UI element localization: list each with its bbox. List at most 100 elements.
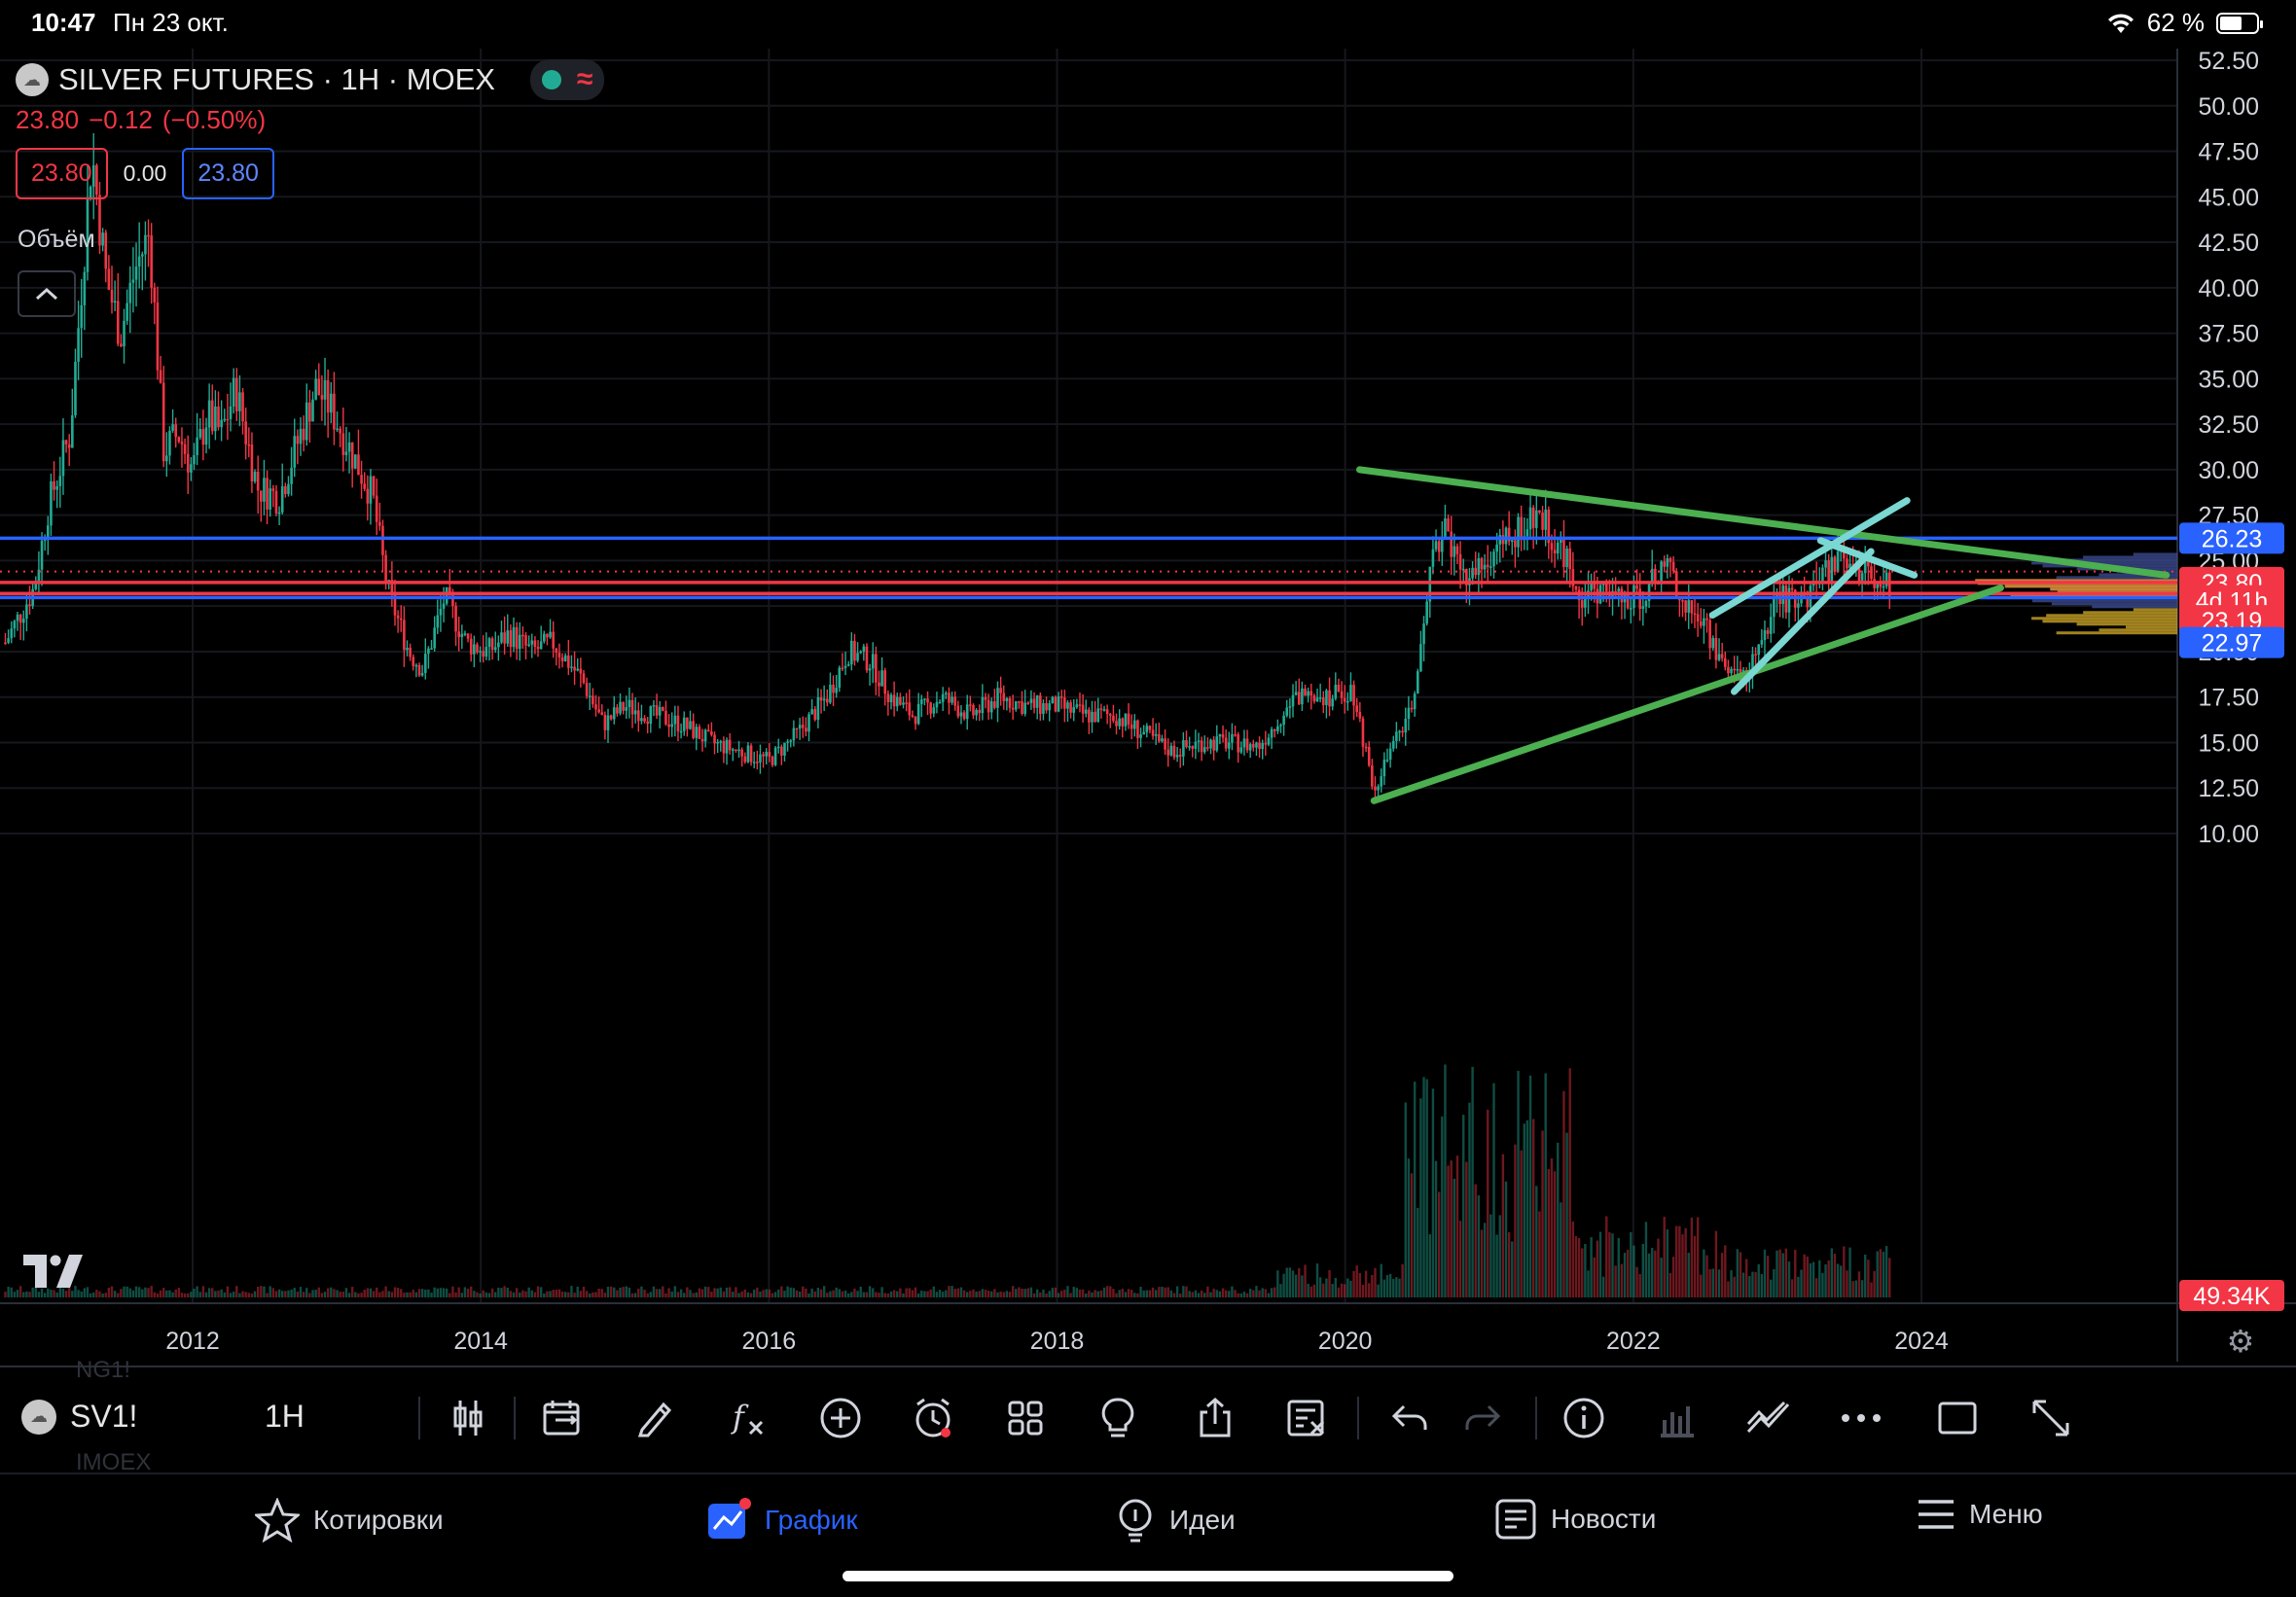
volume-bar: [972, 1289, 975, 1297]
price-change: −0.12: [89, 105, 153, 134]
volume-bar: [1407, 1158, 1411, 1297]
candle-body: [1361, 718, 1365, 747]
volume-bar: [274, 1291, 278, 1297]
more-icon[interactable]: [1836, 1393, 1886, 1443]
candle-body: [284, 485, 287, 494]
candle-body: [89, 186, 92, 198]
buy-button[interactable]: 23.80: [182, 148, 274, 199]
candle-body: [1480, 557, 1484, 570]
volume-bar: [187, 1293, 190, 1297]
volume-bar: [1172, 1293, 1176, 1297]
draw-icon[interactable]: [630, 1393, 681, 1443]
volume-bar: [1483, 1223, 1487, 1297]
candle-body: [1663, 561, 1667, 567]
volume-bar: [1148, 1290, 1152, 1297]
volume-profile-bar: [2125, 625, 2177, 629]
volume-bar: [260, 1286, 263, 1297]
candle-body: [1355, 705, 1359, 713]
candle-body: [959, 712, 963, 717]
candle-body: [996, 688, 999, 708]
home-indicator[interactable]: [843, 1571, 1453, 1581]
volume-bar: [886, 1293, 890, 1297]
sell-button[interactable]: 23.80: [16, 148, 108, 199]
candle-body: [406, 647, 409, 651]
volume-bar: [460, 1293, 464, 1297]
volume-bar: [1730, 1270, 1733, 1297]
volume-indicator-label[interactable]: Объём: [18, 226, 95, 253]
candle-body: [740, 749, 743, 757]
market-status-badges[interactable]: ≈: [530, 59, 605, 100]
volume-bar: [442, 1288, 446, 1297]
candle-body: [972, 704, 975, 716]
volume-bar: [366, 1288, 370, 1297]
volume-bar: [387, 1291, 390, 1297]
alert-icon[interactable]: [908, 1393, 958, 1443]
chart-settings-icon[interactable]: ⚙: [2226, 1324, 2255, 1359]
candle-body: [524, 635, 527, 646]
candle-body: [539, 641, 543, 650]
candle-body: [1604, 584, 1608, 592]
volume-bar: [381, 1291, 384, 1297]
candle-body: [846, 664, 850, 666]
candle-body: [1072, 707, 1076, 713]
nav-chart[interactable]: График: [706, 1498, 858, 1543]
symbol-title[interactable]: SILVER FUTURES · 1H · MOEX: [58, 62, 495, 96]
fullscreen-icon[interactable]: [1932, 1393, 1983, 1443]
time-axis-label: 2018: [1030, 1328, 1085, 1355]
candle-body: [123, 320, 126, 347]
volume-bar: [539, 1287, 543, 1297]
add-icon[interactable]: [815, 1393, 866, 1443]
candles-icon[interactable]: [443, 1393, 493, 1443]
volume-bar: [1760, 1273, 1764, 1297]
toolbar-symbol[interactable]: ☁ SV1!: [21, 1399, 137, 1435]
star-icon: [255, 1498, 300, 1543]
volume-bar: [1818, 1260, 1821, 1297]
volume-bar: [1501, 1153, 1505, 1297]
chart-area[interactable]: 52.50 50.00 47.50 45.00 42.50 40.00 37.50 35.00…: [0, 49, 2296, 1362]
candle-body: [813, 709, 817, 721]
nav-news[interactable]: Новости: [1494, 1498, 1656, 1541]
expand-icon[interactable]: [2026, 1393, 2076, 1443]
volume-bar: [868, 1286, 872, 1297]
candle-body: [482, 651, 485, 657]
candle-body: [1720, 654, 1724, 658]
volume-bar: [1843, 1246, 1846, 1297]
candle-body: [1188, 746, 1191, 748]
collapse-legend-button[interactable]: [18, 270, 76, 317]
interval-button[interactable]: 1H: [265, 1399, 305, 1434]
clear-icon[interactable]: [1282, 1393, 1333, 1443]
compare-icon[interactable]: [538, 1393, 589, 1443]
indicators-icon[interactable]: f: [723, 1393, 773, 1443]
volume-bar: [445, 1288, 448, 1297]
volume-bar: [1812, 1261, 1815, 1297]
redo-icon[interactable]: [1457, 1393, 1508, 1443]
candle-body: [1541, 512, 1544, 530]
price-chart[interactable]: 52.50 50.00 47.50 45.00 42.50 40.00 37.50 35.00…: [0, 49, 2296, 1362]
nav-menu[interactable]: Меню: [1917, 1498, 2043, 1531]
volume-bar: [1264, 1289, 1268, 1297]
volume-bar: [1884, 1246, 1888, 1297]
undo-icon[interactable]: [1384, 1393, 1435, 1443]
volume-bar: [1413, 1082, 1417, 1297]
nav-ideas[interactable]: Идеи: [1115, 1498, 1236, 1543]
layout-icon[interactable]: [1000, 1393, 1051, 1443]
volume-profile-bar: [2099, 628, 2177, 632]
candle-body: [1221, 734, 1225, 738]
candle-body: [1127, 713, 1130, 725]
candle-body: [850, 640, 853, 665]
volume-bar: [214, 1291, 217, 1297]
candle-body: [1194, 741, 1198, 749]
trend-icon[interactable]: [1743, 1393, 1794, 1443]
share-icon[interactable]: [1190, 1393, 1240, 1443]
ideas-icon[interactable]: [1093, 1393, 1143, 1443]
volume-bar: [560, 1291, 564, 1297]
volume-bar: [1814, 1278, 1818, 1297]
nav-quotes[interactable]: Котировки: [255, 1498, 444, 1543]
legend-symbol-row[interactable]: ☁ SILVER FUTURES · 1H · MOEX ≈: [16, 58, 605, 101]
volume-profile-icon[interactable]: [1651, 1393, 1702, 1443]
candle-body: [128, 282, 132, 303]
volume-bar: [1371, 1274, 1374, 1297]
toolbar-symbol-text[interactable]: SV1!: [70, 1399, 138, 1434]
info-icon[interactable]: [1559, 1393, 1609, 1443]
candle-body: [497, 642, 500, 648]
